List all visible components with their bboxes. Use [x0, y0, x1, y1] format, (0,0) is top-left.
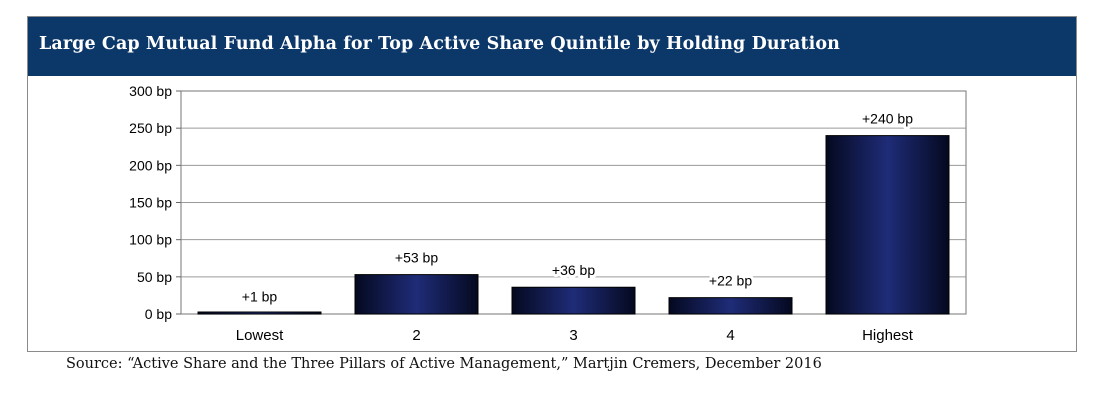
chart-frame: Large Cap Mutual Fund Alpha for Top Acti… — [27, 16, 1077, 352]
bar — [825, 135, 950, 315]
data-label: +1 bp — [242, 288, 278, 304]
x-tick-label: Highest — [862, 327, 914, 344]
data-label: +53 bp — [395, 250, 438, 266]
source-note: Source: “Active Share and the Three Pill… — [66, 356, 822, 372]
y-tick-label: 0 bp — [145, 306, 172, 322]
bar — [511, 286, 636, 315]
data-label: +22 bp — [709, 273, 752, 289]
x-tick-label: 3 — [569, 327, 577, 344]
x-tick-label: 2 — [412, 327, 420, 344]
y-tick-label: 100 bp — [129, 232, 172, 248]
bar-chart: 0 bp 50 bp 100 bp 150 bp 200 bp 250 bp 300 bp L… — [129, 83, 967, 344]
x-tick-label: 4 — [726, 327, 734, 344]
x-tick-label: Lowest — [236, 327, 284, 344]
y-tick-label: 300 bp — [129, 83, 172, 99]
bar — [354, 274, 479, 315]
y-tick-label: 150 bp — [129, 195, 172, 211]
bar — [668, 297, 793, 315]
bar — [197, 311, 322, 315]
y-tick-label: 200 bp — [129, 157, 172, 173]
y-tick-label: 50 bp — [137, 269, 172, 285]
title-bar: Large Cap Mutual Fund Alpha for Top Acti… — [28, 17, 1076, 76]
labels: 0 bp 50 bp 100 bp 150 bp 200 bp 250 bp 300 bp L… — [129, 83, 916, 344]
chart-title: Large Cap Mutual Fund Alpha for Top Acti… — [39, 34, 840, 54]
data-label: +36 bp — [552, 262, 595, 278]
bars — [197, 135, 950, 315]
y-tick-label: 250 bp — [129, 120, 172, 136]
data-label: +240 bp — [862, 111, 913, 127]
